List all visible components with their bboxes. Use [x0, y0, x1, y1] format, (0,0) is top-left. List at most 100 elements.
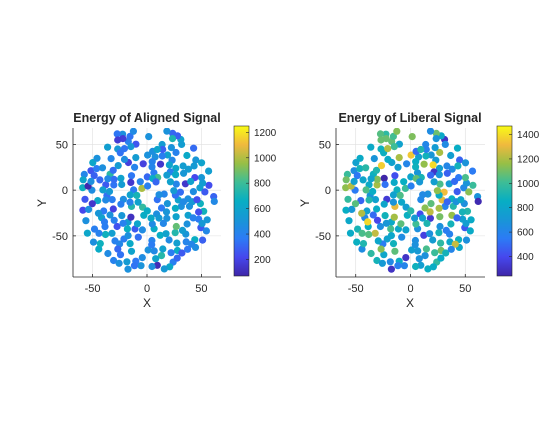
scatter-point [373, 175, 381, 183]
scatter-point [104, 249, 112, 258]
scatter-point [162, 230, 170, 238]
scatter-point [102, 196, 110, 204]
scatter-point [101, 230, 110, 239]
scatter-point [152, 178, 160, 186]
scatter-point [120, 155, 129, 163]
y-tick-label: -50 [315, 231, 331, 243]
scatter-point [117, 174, 125, 182]
scatter-point [123, 258, 131, 266]
scatter-point [171, 204, 179, 212]
scatter-point [170, 187, 178, 195]
scatter-point [467, 216, 475, 224]
scatter-point [110, 216, 118, 224]
scatter-point [374, 237, 382, 245]
scatter-point [139, 160, 147, 168]
scatter-point [129, 128, 137, 135]
scatter-point [132, 154, 140, 162]
scatter-point [166, 263, 174, 271]
scatter-point [468, 167, 477, 175]
scatter-point [210, 197, 218, 205]
scatter-point [79, 184, 87, 192]
colorbar-tick-label: 800 [517, 203, 534, 214]
scatter-point [137, 262, 145, 270]
scatter-point [353, 172, 361, 180]
scatter-point [356, 154, 364, 162]
scatter-point [159, 145, 167, 154]
scatter-point [411, 241, 419, 249]
scatter-point [157, 204, 166, 212]
scatter-point [348, 205, 356, 213]
scatter-point [159, 219, 167, 227]
scatter-point [106, 211, 114, 219]
scatter-point [163, 171, 171, 179]
scatter-point [127, 247, 136, 255]
scatter-point [98, 164, 107, 172]
scatter-point [156, 231, 164, 239]
scatter-point [169, 129, 177, 137]
scatter-point [426, 208, 434, 216]
scatter-point [394, 163, 402, 171]
scatter-point [422, 152, 430, 160]
scatter-point [187, 240, 196, 248]
scatter-point [430, 178, 438, 186]
chart-title: Energy of Aligned Signal [73, 111, 220, 125]
x-tick-label: 50 [459, 283, 471, 295]
scatter-point [82, 217, 90, 225]
scatter-point [378, 259, 386, 267]
scatter-points [79, 128, 218, 273]
scatter-point [147, 214, 155, 222]
scatter-point [195, 208, 203, 216]
colorbar-tick-label: 400 [517, 252, 534, 263]
scatter-point [184, 245, 192, 253]
scatter-point [190, 144, 198, 152]
scatter-point [419, 214, 427, 222]
scatter-point [123, 225, 131, 233]
scatter-point [402, 254, 410, 262]
scatter-point [389, 198, 397, 206]
scatter-point [412, 220, 420, 228]
scatter-point [453, 144, 462, 152]
scatter-point [384, 155, 392, 163]
scatter-point [398, 198, 406, 206]
scatter-point [400, 178, 408, 186]
scatter-point [342, 206, 350, 214]
scatter-point [424, 190, 432, 198]
scatter-point [205, 181, 213, 189]
scatter-point [407, 182, 415, 190]
scatter-point [159, 245, 167, 253]
scatter-point [95, 245, 103, 253]
scatter-point [454, 162, 462, 170]
colorbar-tick-label: 1200 [254, 128, 277, 139]
scatter-point [138, 254, 146, 262]
scatter-point [80, 170, 88, 178]
scatter-point [114, 245, 122, 253]
scatter-point [437, 239, 445, 247]
scatter-point [144, 246, 152, 254]
scatter-point [397, 220, 405, 228]
scatter-point [443, 162, 451, 170]
scatter-point [426, 128, 435, 135]
scatter-point [136, 178, 144, 186]
colorbar-gradient [233, 125, 250, 277]
scatter-point [90, 172, 98, 180]
scatter-point [447, 220, 455, 228]
scatter-point [118, 212, 126, 220]
scatter-point [127, 213, 135, 221]
scatter-point [108, 196, 116, 204]
scatter-point [96, 240, 104, 248]
scatter-point [126, 240, 134, 248]
scatter-point [172, 213, 180, 221]
scatter-point [398, 233, 406, 241]
scatter-point [89, 238, 98, 246]
scatter-point [382, 219, 390, 227]
scatter-point [466, 227, 474, 235]
scatter-point [403, 160, 411, 168]
subplot-aligned-signal: Energy of Aligned Signal -50 0 50 -50 0 50 X… [35, 111, 277, 310]
scatter-point [437, 254, 445, 262]
scatter-point [431, 144, 439, 152]
scatter-point [183, 151, 191, 160]
scatter-point [173, 239, 181, 247]
scatter-point [389, 191, 398, 199]
scatter-point [377, 162, 386, 170]
scatter-point [343, 170, 351, 178]
